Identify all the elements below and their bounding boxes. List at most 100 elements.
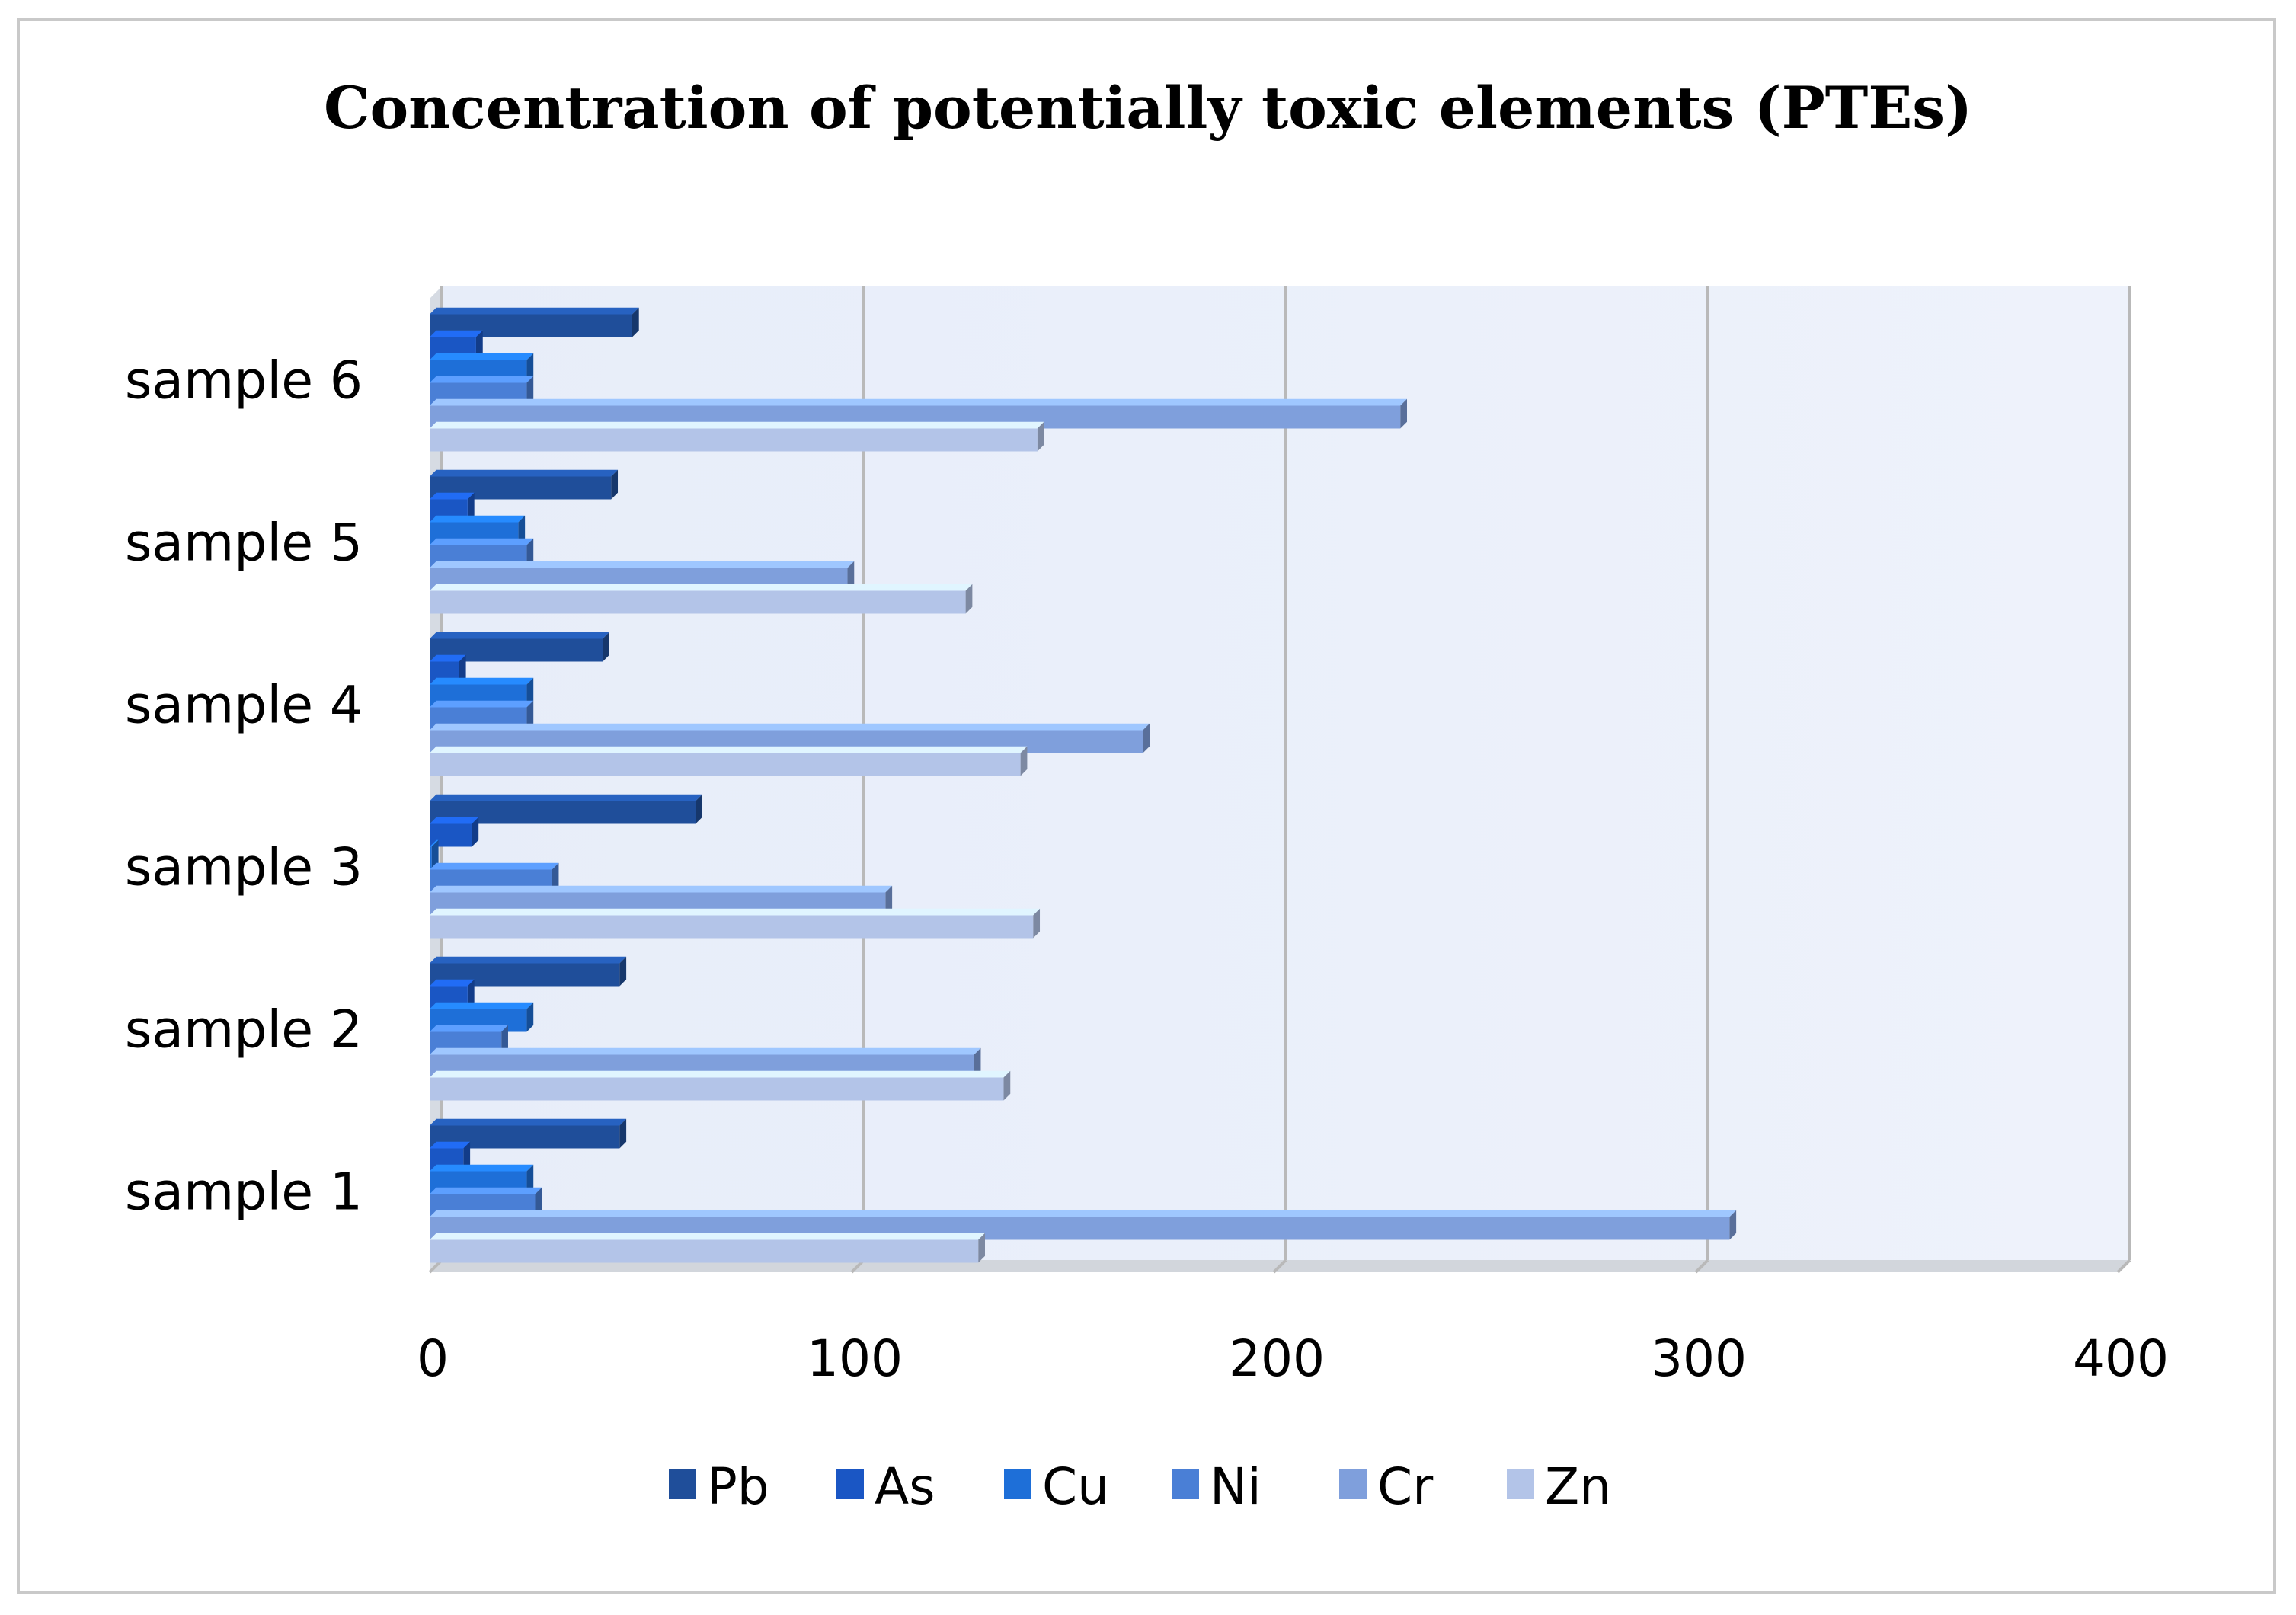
bar-end-face [974, 1047, 981, 1078]
bar-top-face [430, 515, 526, 523]
bar-zn-sample-5 [430, 584, 973, 614]
bar-top-face [430, 561, 855, 568]
bar-pb-sample-2 [430, 956, 627, 987]
bar-end-face [526, 376, 534, 406]
bar-end-face [619, 1118, 627, 1149]
bar-end-face [518, 515, 526, 545]
bar-end-face [632, 307, 639, 337]
legend-label: Zn [1545, 1457, 1611, 1516]
gridline-floor [2116, 1258, 2131, 1274]
bars-layer [430, 307, 1737, 1263]
x-tick-label: 200 [1229, 1329, 1325, 1388]
bar-top-face [430, 885, 893, 893]
bar-zn-sample-3 [430, 908, 1041, 939]
legend-label: Cr [1377, 1457, 1434, 1516]
bar-top-face [430, 839, 439, 847]
bar-front-face [430, 753, 1021, 776]
bar-top-face [430, 1164, 534, 1172]
bar-end-face [611, 469, 619, 500]
gridline-floor [1272, 1258, 1287, 1274]
x-axis-tick-labels: 0 100 200 300 400 [417, 1329, 2169, 1388]
x-tick-label: 100 [807, 1329, 903, 1388]
bar-top-face [430, 376, 534, 383]
category-label: sample 5 [125, 513, 363, 574]
bar-end-face [526, 1164, 534, 1194]
bar-top-face [430, 817, 479, 824]
bar-end-face [1729, 1210, 1737, 1240]
chart-title: Concentration of potentially toxic eleme… [324, 74, 1972, 142]
bar-end-face [965, 584, 973, 614]
bar-front-face [430, 846, 432, 870]
legend-item-pb: Pb [669, 1457, 769, 1516]
bar-front-face [430, 1239, 979, 1263]
bar-as-sample-6 [430, 330, 483, 360]
legend-label: As [875, 1457, 935, 1516]
category-label: sample 6 [125, 351, 363, 411]
legend-item-ni: Ni [1172, 1457, 1262, 1516]
gridline-floor [1694, 1258, 1709, 1274]
bar-cu-sample-3 [430, 839, 439, 870]
bar-end-face [1143, 723, 1150, 753]
legend-item-as: As [836, 1457, 935, 1516]
legend-swatch [669, 1469, 696, 1499]
bar-end-face [467, 492, 475, 523]
bar-top-face [430, 794, 702, 801]
bar-end-face [619, 956, 627, 987]
bar-end-face [1400, 398, 1407, 429]
bar-end-face [431, 839, 439, 870]
bar-cr-sample-1 [430, 1210, 1737, 1240]
bar-top-face [430, 330, 483, 337]
bar-end-face [526, 1002, 534, 1032]
category-label: sample 3 [125, 838, 363, 898]
bar-end-face [696, 794, 702, 824]
bar-top-face [430, 1118, 627, 1126]
bar-end-face [526, 677, 534, 708]
bar-top-face [430, 700, 534, 708]
category-label: sample 2 [125, 1000, 363, 1060]
bar-top-face [430, 654, 466, 662]
legend-label: Cu [1042, 1457, 1109, 1516]
bar-end-face [1033, 908, 1041, 939]
bar-top-face [430, 1233, 985, 1240]
bar-end-face [467, 979, 475, 1009]
bar-front-face [430, 428, 1038, 452]
bar-pb-sample-5 [430, 469, 619, 500]
legend-swatch [836, 1469, 864, 1499]
bar-top-face [430, 307, 639, 315]
bar-pb-sample-3 [430, 794, 702, 824]
bar-end-face [526, 353, 534, 383]
bar-end-face [978, 1233, 985, 1263]
bar-top-face [430, 723, 1150, 731]
bar-top-face [430, 862, 559, 870]
bar-end-face [552, 862, 559, 893]
x-tick-label: 300 [1651, 1329, 1747, 1388]
bar-top-face [430, 398, 1407, 406]
bar-end-face [463, 1141, 471, 1172]
bar-end-face [847, 561, 855, 591]
category-label: sample 1 [125, 1162, 363, 1223]
bar-end-face [1003, 1070, 1011, 1101]
bar-zn-sample-6 [430, 421, 1044, 452]
bar-top-face [430, 1047, 981, 1055]
bar-front-face [430, 1077, 1004, 1101]
bar-top-face [430, 677, 534, 685]
bar-top-face [430, 584, 973, 591]
bar-top-face [430, 979, 475, 987]
legend-label: Pb [707, 1457, 769, 1516]
bar-end-face [472, 817, 479, 847]
bar-end-face [501, 1025, 508, 1055]
bar-top-face [430, 1187, 542, 1194]
bar-top-face [430, 469, 619, 477]
legend-swatch [1004, 1469, 1031, 1499]
bar-top-face [430, 1002, 534, 1009]
bar-top-face [430, 1141, 471, 1149]
bar-end-face [526, 538, 534, 568]
bar-end-face [1037, 421, 1044, 452]
legend-label: Ni [1210, 1457, 1262, 1516]
bar-top-face [430, 908, 1041, 916]
bar-end-face [459, 654, 466, 685]
x-tick-label: 400 [2073, 1329, 2169, 1388]
legend: Pb As Cu Ni Cr Zn [669, 1457, 1611, 1516]
legend-item-cu: Cu [1004, 1457, 1109, 1516]
